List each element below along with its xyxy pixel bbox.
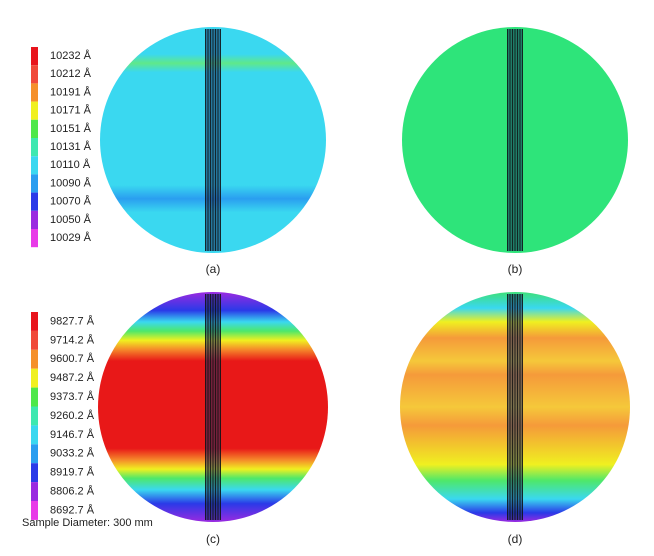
legend-swatch [31,406,38,426]
legend-swatch [31,156,38,175]
legend-swatch [31,174,38,193]
legend-swatch [31,368,38,388]
legend-label: 9260.2 Å [50,409,95,422]
legend-swatch [31,138,38,157]
legend-label: 9487.2 Å [50,371,95,384]
legend-swatch [31,501,38,520]
legend-swatch [31,101,38,120]
legend-label: 10110 Å [50,158,91,171]
legend-label: 10232 Å [50,49,92,62]
legend-swatch [31,349,38,369]
legend-swatch [31,65,38,84]
legend-label: 9373.7 Å [50,390,95,403]
panel-label: (a) [206,262,221,276]
legend-label: 10212 Å [50,67,92,80]
legend-label: 9600.7 Å [50,352,95,365]
legend-swatch [31,444,38,464]
legend-label: 9714.2 Å [50,333,95,346]
legend-label: 10029 Å [50,231,92,244]
legends: 10232 Å 10212 Å 10191 Å 10171 Å 10151 Å 10131… [31,47,95,520]
legend-label: 10131 Å [50,140,92,153]
legend-label: 8919.7 Å [50,466,95,479]
measurement-strips [205,29,523,520]
legend-swatch [31,482,38,501]
legend-swatch [31,83,38,102]
legend-label: 10171 Å [50,104,92,117]
legend-swatch [31,119,38,138]
legend-label: 9033.2 Å [50,447,95,460]
legend-label: 10090 Å [50,176,92,189]
legend-swatch [31,192,38,211]
legend-label: 10191 Å [50,85,92,98]
legend-label: 9827.7 Å [50,314,95,327]
legend-swatch [31,463,38,483]
panel-label: (d) [508,532,523,546]
legend-swatch [31,47,38,66]
legend-swatch [31,312,38,331]
legend-swatch [31,330,38,350]
legend-label: 8806.2 Å [50,484,95,497]
legend-label: 8692.7 Å [50,503,95,516]
footnote: Sample Diameter: 300 mm [22,517,153,529]
legend-label: 10070 Å [50,195,92,208]
panel-label: (b) [508,262,523,276]
legend-swatch [31,387,38,407]
legend-swatch [31,229,38,248]
panel-label: (c) [206,532,220,546]
legend-swatch [31,210,38,229]
legend-label: 10151 Å [50,122,92,135]
legend-label: 9146.7 Å [50,428,95,441]
legend-swatch [31,425,38,445]
legend-label: 10050 Å [50,213,92,226]
